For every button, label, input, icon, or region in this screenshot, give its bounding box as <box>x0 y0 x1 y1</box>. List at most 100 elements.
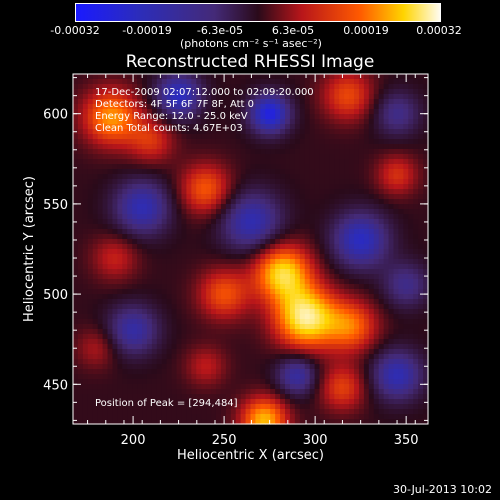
heatmap-cell <box>146 184 153 190</box>
heatmap-cell <box>161 349 168 355</box>
heatmap-cell <box>403 349 409 355</box>
heatmap-cell <box>112 149 118 155</box>
heatmap-cell <box>181 194 187 200</box>
heatmap-cell <box>294 414 301 420</box>
heatmap-cell <box>344 339 350 345</box>
heatmap-cell <box>299 114 306 120</box>
heatmap-cell <box>304 204 311 210</box>
heatmap-cell <box>225 124 232 130</box>
heatmap-cell <box>398 149 404 155</box>
heatmap-cell <box>304 364 311 370</box>
heatmap-cell <box>280 79 286 85</box>
heatmap-cell <box>358 264 365 270</box>
heatmap-cell <box>285 404 291 410</box>
heatmap-cell <box>329 189 335 195</box>
heatmap-cell <box>388 169 395 175</box>
heatmap-cell <box>112 104 118 110</box>
heatmap-cell <box>314 79 321 85</box>
heatmap-cell <box>344 199 350 205</box>
heatmap-cell <box>255 274 261 280</box>
heatmap-cell <box>418 109 424 115</box>
heatmap-cell <box>225 129 232 135</box>
heatmap-cell <box>280 254 286 260</box>
heatmap-cell <box>107 254 114 260</box>
heatmap-cell <box>413 284 419 290</box>
heatmap-cell <box>309 394 316 400</box>
heatmap-cell <box>142 384 148 390</box>
heatmap-cell <box>186 154 192 160</box>
heatmap-cell <box>314 379 321 385</box>
heatmap-cell <box>225 229 232 235</box>
heatmap-cell <box>260 84 266 90</box>
heatmap-cell <box>398 329 404 335</box>
heatmap-cell <box>339 354 345 360</box>
heatmap-cell <box>132 119 138 125</box>
heatmap-cell <box>363 139 370 145</box>
heatmap-cell <box>344 174 350 180</box>
heatmap-cell <box>294 159 301 165</box>
heatmap-cell <box>280 74 286 80</box>
heatmap-cell <box>191 414 197 420</box>
heatmap-cell <box>255 109 261 115</box>
heatmap-cell <box>206 399 212 405</box>
heatmap-cell <box>314 109 321 115</box>
heatmap-cell <box>363 179 370 185</box>
heatmap-cell <box>230 99 237 105</box>
heatmap-cell <box>280 399 286 405</box>
heatmap-cell <box>97 309 104 315</box>
heatmap-cell <box>398 79 404 85</box>
heatmap-cell <box>289 139 296 145</box>
heatmap-cell <box>413 154 419 160</box>
heatmap-cell <box>393 169 400 175</box>
heatmap-cell <box>117 124 123 130</box>
heatmap-cell <box>166 394 173 400</box>
heatmap-cell <box>334 314 340 320</box>
heatmap-cell <box>378 369 385 375</box>
heatmap-cell <box>368 94 375 100</box>
heatmap-cell <box>403 234 409 240</box>
heatmap-cell <box>196 374 202 380</box>
heatmap-cell <box>339 279 345 285</box>
heatmap-cell <box>270 349 276 355</box>
heatmap-cell <box>413 144 419 150</box>
heatmap-cell <box>107 174 114 180</box>
heatmap-cell <box>418 129 424 135</box>
heatmap-cell <box>132 284 138 290</box>
heatmap-cell <box>215 404 222 410</box>
heatmap-cell <box>368 199 375 205</box>
heatmap-cell <box>403 374 409 380</box>
heatmap-cell <box>107 134 114 140</box>
heatmap-cell <box>151 369 158 375</box>
heatmap-cell <box>349 399 355 405</box>
heatmap-cell <box>215 149 222 155</box>
heatmap-cell <box>413 344 419 350</box>
heatmap-cell <box>176 264 183 270</box>
heatmap-cell <box>289 94 296 100</box>
heatmap-cell <box>383 229 390 235</box>
heatmap-cell <box>423 354 429 360</box>
heatmap-cell <box>304 149 311 155</box>
heatmap-cell <box>73 184 79 190</box>
heatmap-cell <box>215 189 222 195</box>
heatmap-cell <box>87 329 94 335</box>
heatmap-cell <box>368 319 375 325</box>
heatmap-cell <box>285 94 291 100</box>
heatmap-cell <box>107 389 114 395</box>
heatmap-cell <box>186 159 192 165</box>
heatmap-cell <box>230 139 237 145</box>
heatmap-cell <box>146 309 153 315</box>
heatmap-cell <box>211 84 217 90</box>
heatmap-cell <box>349 189 355 195</box>
heatmap-cell <box>388 354 395 360</box>
heatmap-cell <box>275 159 281 165</box>
heatmap-cell <box>299 234 306 240</box>
heatmap-cell <box>176 409 183 415</box>
heatmap-cell <box>220 284 227 290</box>
heatmap-cell <box>171 334 178 340</box>
heatmap-cell <box>240 379 247 385</box>
heatmap-cell <box>73 244 79 250</box>
heatmap-cells <box>73 74 429 425</box>
heatmap-cell <box>280 369 286 375</box>
heatmap-cell <box>250 149 257 155</box>
heatmap-cell <box>314 339 321 345</box>
